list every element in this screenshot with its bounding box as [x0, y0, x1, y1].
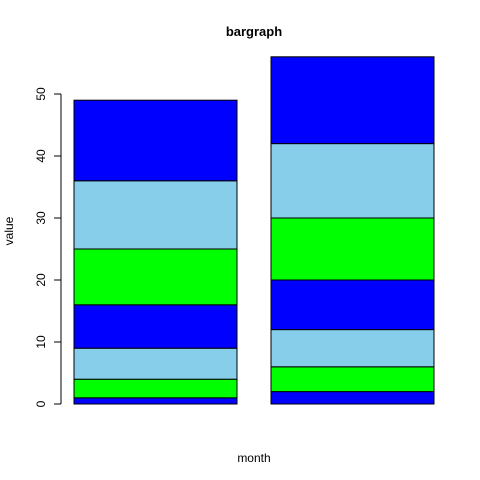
chart-title: bargraph — [226, 24, 282, 39]
y-tick-label-50: 50 — [34, 87, 48, 101]
bar-1-segment-4 — [73, 304, 238, 349]
bar-1-segment-7 — [73, 99, 238, 182]
bar-2-segment-2 — [270, 366, 435, 393]
y-axis: 0 10 20 30 40 50 — [34, 87, 62, 407]
bar-1-segment-5 — [73, 248, 238, 306]
bar-2-segment-3 — [270, 329, 435, 368]
bar-1-segment-1 — [73, 397, 238, 405]
bar-2-segment-6 — [270, 143, 435, 219]
bar-2-segment-5 — [270, 217, 435, 281]
y-tick-label-20: 20 — [34, 273, 48, 287]
bar-2-segment-1 — [270, 391, 435, 405]
y-tick-label-10: 10 — [34, 335, 48, 349]
y-tick-label-0: 0 — [34, 400, 48, 407]
y-tick-label-40: 40 — [34, 149, 48, 163]
bar-group — [73, 56, 435, 405]
bar-1-segment-2 — [73, 378, 238, 399]
bar-1-segment-6 — [73, 180, 238, 250]
y-axis-label: value — [2, 216, 16, 245]
x-axis-label: month — [237, 451, 270, 465]
bar-2-segment-7 — [270, 56, 435, 145]
bar-1-segment-3 — [73, 347, 238, 380]
y-tick-label-30: 30 — [34, 211, 48, 225]
bar-2-segment-4 — [270, 279, 435, 331]
